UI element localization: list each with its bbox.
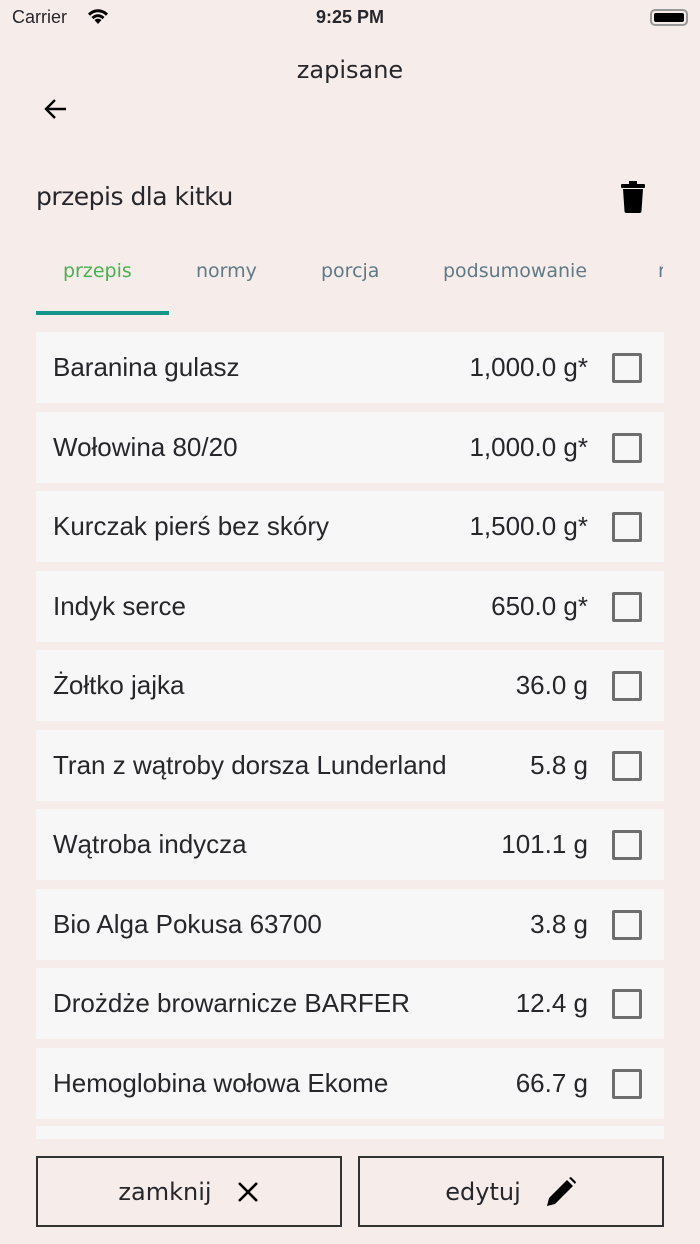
ingredient-quantity: 66.7 g (515, 1067, 588, 1098)
checkbox[interactable] (612, 432, 642, 463)
list-item: Żołtko jajka 36.0 g (36, 650, 664, 721)
trash-icon[interactable] (620, 181, 646, 213)
checkbox[interactable] (612, 1068, 642, 1099)
battery-icon (650, 9, 688, 26)
ingredient-name: Wołowina 80/20 (53, 431, 238, 462)
ingredient-name: Żołtko jajka (53, 670, 185, 700)
list-item: Kurczak pierś bez skóry 1,500.0 g* (36, 491, 664, 562)
close-button[interactable]: zamknij (36, 1156, 342, 1227)
ingredient-quantity: 3.8 g (530, 908, 588, 939)
checkbox[interactable] (612, 671, 642, 701)
list-item: Wątroba indycza 101.1 g (36, 809, 664, 880)
list-item: Drożdże browarnicze BARFER 12.4 g (36, 968, 664, 1039)
ingredient-name: Baranina gulasz (53, 352, 240, 382)
list-item: Tran z wątroby dorsza Lunderland 5.8 g (36, 729, 664, 801)
edit-button[interactable]: edytuj (358, 1156, 664, 1227)
tab-normy[interactable]: normy (196, 260, 257, 282)
ingredient-quantity: 101.1 g (501, 829, 588, 859)
checkbox[interactable] (612, 750, 642, 781)
ingredient-name: Kurczak pierś bez skóry (53, 511, 329, 541)
close-button-label: zamknij (118, 1177, 212, 1206)
ingredient-quantity: 1,000.0 g* (469, 431, 588, 462)
ingredient-quantity: 36.0 g (515, 670, 588, 700)
list-item: Hemoglobina wołowa Ekome 66.7 g (36, 1047, 664, 1119)
close-icon (237, 1181, 258, 1202)
list-item: Wołowina 80/20 1,000.0 g* (36, 411, 664, 483)
checkbox[interactable] (612, 591, 642, 622)
checkbox[interactable] (612, 989, 642, 1019)
ingredient-quantity: 650.0 g* (491, 590, 588, 621)
checkbox[interactable] (612, 353, 642, 383)
tab-podsumowanie[interactable]: podsumowanie (443, 260, 588, 282)
list-item: Indyk serce 650.0 g* (36, 570, 664, 642)
checkbox[interactable] (612, 512, 642, 542)
list-item: Baranina gulasz 1,000.0 g* (36, 332, 664, 403)
tab-porcja[interactable]: porcja (321, 260, 380, 282)
ingredient-quantity: 12.4 g (515, 988, 588, 1018)
pencil-icon (546, 1176, 576, 1206)
list-item: Bio Alga Pokusa 63700 3.8 g (36, 888, 664, 960)
ingredient-name: Wątroba indycza (53, 829, 247, 859)
tab-indicator (36, 311, 169, 315)
tab-przepis[interactable]: przepis (63, 260, 132, 282)
clock: 9:25 PM (315, 7, 385, 27)
ingredient-name: Tran z wątroby dorsza Lunderland (53, 749, 447, 780)
checkbox[interactable] (612, 830, 642, 860)
page-title: zapisane (296, 56, 404, 84)
tab-bar: przepis normy porcja podsumowanie r (0, 258, 700, 318)
ingredient-quantity: 1,500.0 g* (469, 511, 588, 541)
ingredient-quantity: 1,000.0 g* (469, 352, 588, 382)
checkbox[interactable] (612, 909, 642, 940)
back-arrow-icon[interactable] (42, 96, 70, 122)
recipe-name: przepis dla kitku (36, 182, 233, 211)
list-item-partial (36, 1126, 664, 1139)
ingredient-quantity: 5.8 g (530, 749, 588, 780)
wifi-icon (88, 9, 108, 24)
ingredient-name: Drożdże browarnicze BARFER (53, 988, 410, 1018)
tab-overflow[interactable]: r (658, 260, 663, 282)
edit-button-label: edytuj (445, 1177, 521, 1206)
ingredient-name: Hemoglobina wołowa Ekome (53, 1067, 389, 1098)
ingredient-name: Bio Alga Pokusa 63700 (53, 908, 322, 939)
ingredient-name: Indyk serce (53, 590, 186, 621)
status-bar: Carrier 9:25 PM (0, 0, 700, 36)
carrier-label: Carrier (12, 7, 68, 27)
